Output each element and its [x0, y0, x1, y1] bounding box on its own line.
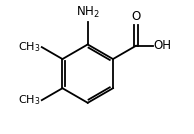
- Text: CH$_3$: CH$_3$: [18, 93, 41, 107]
- Text: CH$_3$: CH$_3$: [18, 40, 41, 54]
- Text: O: O: [131, 10, 141, 23]
- Text: OH: OH: [154, 39, 172, 52]
- Text: NH$_2$: NH$_2$: [76, 5, 100, 20]
